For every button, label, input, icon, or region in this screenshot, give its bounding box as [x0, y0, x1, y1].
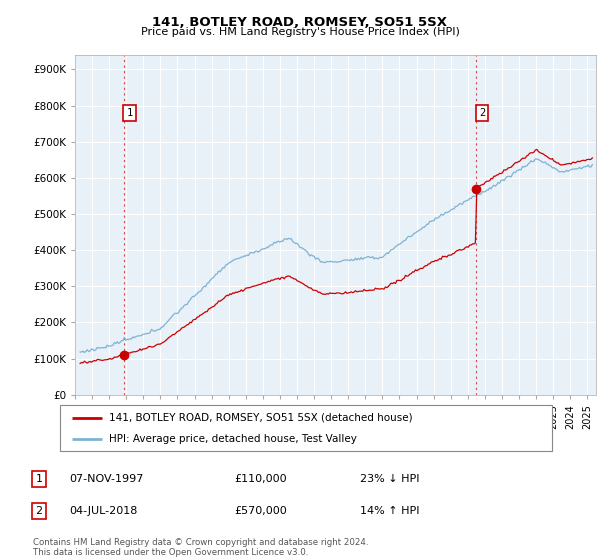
Text: 04-JUL-2018: 04-JUL-2018 [69, 506, 137, 516]
Text: Contains HM Land Registry data © Crown copyright and database right 2024.
This d: Contains HM Land Registry data © Crown c… [33, 538, 368, 557]
Text: £110,000: £110,000 [234, 474, 287, 484]
Text: 07-NOV-1997: 07-NOV-1997 [69, 474, 143, 484]
Text: Price paid vs. HM Land Registry's House Price Index (HPI): Price paid vs. HM Land Registry's House … [140, 27, 460, 37]
Text: 2: 2 [35, 506, 43, 516]
Text: 2: 2 [479, 108, 485, 118]
Text: 14% ↑ HPI: 14% ↑ HPI [360, 506, 419, 516]
Text: 141, BOTLEY ROAD, ROMSEY, SO51 5SX: 141, BOTLEY ROAD, ROMSEY, SO51 5SX [152, 16, 448, 29]
Text: 141, BOTLEY ROAD, ROMSEY, SO51 5SX (detached house): 141, BOTLEY ROAD, ROMSEY, SO51 5SX (deta… [109, 413, 413, 423]
Text: £570,000: £570,000 [234, 506, 287, 516]
Text: 1: 1 [127, 108, 133, 118]
Text: HPI: Average price, detached house, Test Valley: HPI: Average price, detached house, Test… [109, 435, 357, 444]
FancyBboxPatch shape [60, 405, 552, 451]
Text: 1: 1 [35, 474, 43, 484]
Text: 23% ↓ HPI: 23% ↓ HPI [360, 474, 419, 484]
